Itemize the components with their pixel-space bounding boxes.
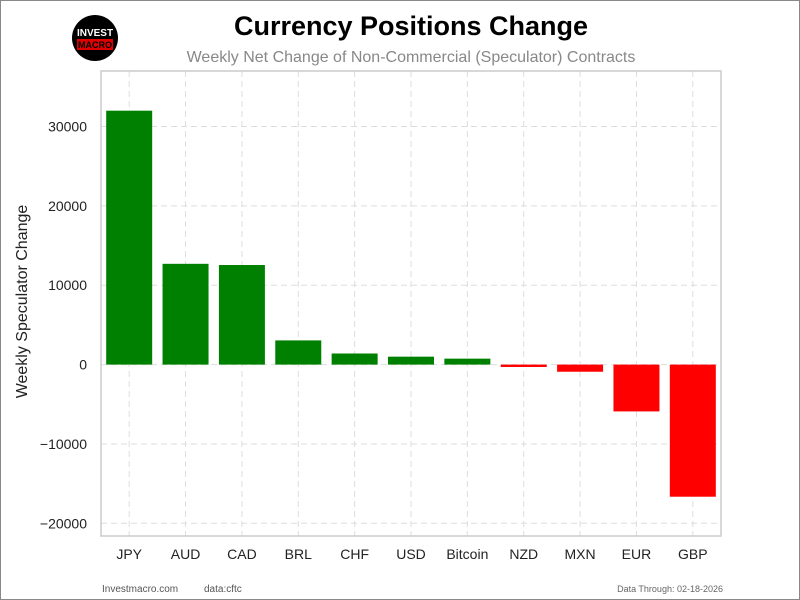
x-tick-label: BRL [285,546,312,562]
x-tick-label: Bitcoin [446,546,488,562]
bar-aud [162,263,209,365]
logo-graphic: INVEST MACRO [77,28,113,50]
bar-eur [613,364,660,412]
investmacro-logo: INVEST MACRO [72,15,118,61]
chart-title: Currency Positions Change [233,11,589,41]
y-tick-label: 30000 [48,119,87,135]
bar-cad [218,265,265,365]
bar-bitcoin [444,358,491,365]
footer-source: data:cftc [204,584,242,595]
x-tick-label: GBP [678,546,708,562]
x-tick-label: JPY [116,546,142,562]
x-tick-label: EUR [622,546,652,562]
bar-mxn [557,364,604,372]
x-tick-label: AUD [171,546,201,562]
y-axis-label: Weekly Speculator Change [14,205,31,399]
axes-border [100,70,722,537]
bar-jpy [106,110,153,365]
logo-line1: INVEST [77,28,113,39]
logo-red-band [77,39,113,50]
x-tick-label: CAD [227,546,257,562]
x-tick-label: USD [396,546,426,562]
y-tick-label: −20000 [40,515,87,531]
y-tick-label: −10000 [40,436,87,452]
chart-subtitle: Weekly Net Change of Non-Commercial (Spe… [186,49,636,66]
x-tick-label: MXN [565,546,596,562]
x-tick-label: CHF [340,546,369,562]
footer-site: Investmacro.com [102,584,179,595]
y-tick-label: 0 [79,357,87,373]
footer-date: Data Through: 02-18-2026 [617,584,723,594]
logo-line2: MACRO [78,40,112,50]
x-tick-label: NZD [509,546,538,562]
y-tick-label: 10000 [48,277,87,293]
bar-nzd [500,364,547,367]
bar-chf [331,353,378,365]
bar-brl [275,340,322,365]
bar-usd [388,356,434,365]
bar-gbp [669,364,716,497]
y-tick-label: 20000 [48,198,87,214]
